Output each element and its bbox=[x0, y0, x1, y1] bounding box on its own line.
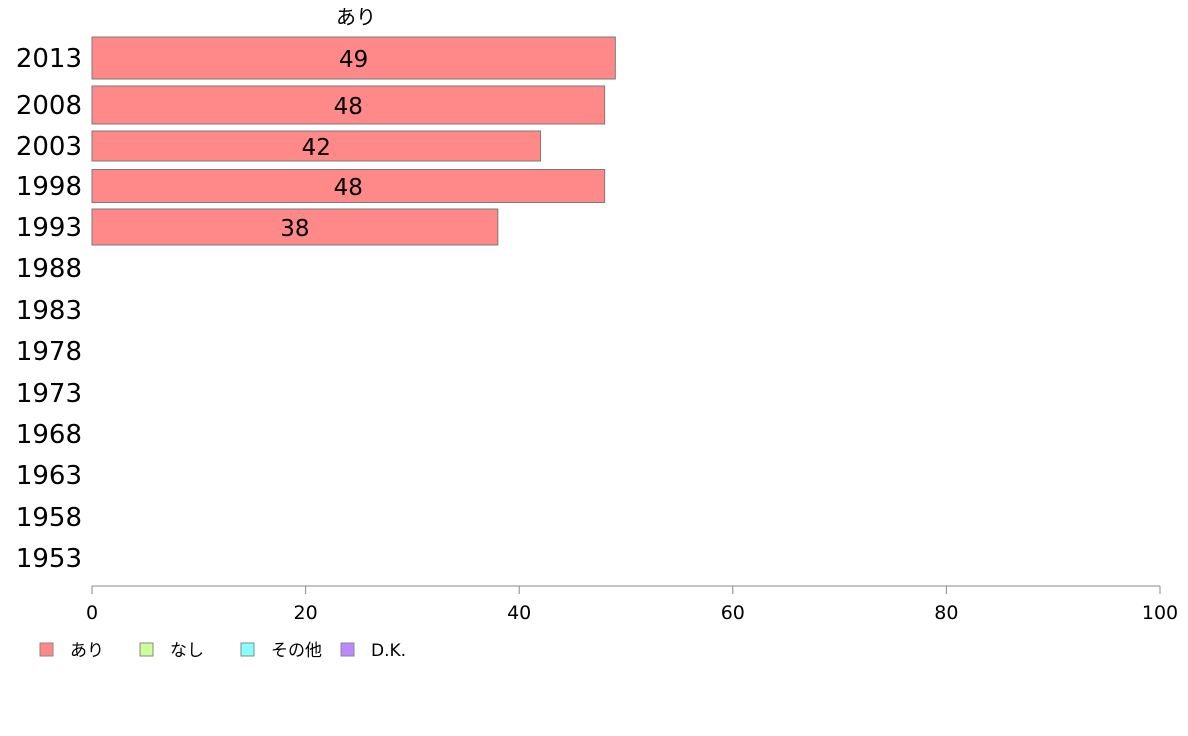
legend-swatch-3 bbox=[340, 642, 355, 657]
bar-1993 bbox=[91, 208, 499, 246]
legend-label-1: なし bbox=[170, 641, 204, 661]
bar-2013 bbox=[91, 36, 616, 80]
x-tick-label-80: 80 bbox=[934, 602, 958, 624]
year-label-1993: 1993 bbox=[16, 213, 82, 243]
x-tick-label-0: 0 bbox=[86, 602, 98, 624]
year-label-1983: 1983 bbox=[16, 296, 82, 326]
year-label-1968: 1968 bbox=[16, 420, 82, 450]
legend-swatch-2 bbox=[240, 642, 255, 657]
bar-value-2003: 42 bbox=[302, 135, 331, 161]
year-label-1953: 1953 bbox=[16, 544, 82, 574]
x-tick-label-100: 100 bbox=[1142, 602, 1178, 624]
x-tick-label-60: 60 bbox=[721, 602, 745, 624]
legend-label-0: あり bbox=[70, 641, 104, 661]
year-label-1963: 1963 bbox=[16, 461, 82, 491]
x-axis: 0 20 40 60 80 100 bbox=[86, 585, 1178, 624]
bar-2008 bbox=[91, 85, 606, 125]
year-label-2013: 2013 bbox=[16, 44, 82, 74]
year-label-2008: 2008 bbox=[16, 91, 82, 121]
column-header: あり bbox=[336, 5, 376, 29]
legend: あり なし その他 D.K. bbox=[39, 641, 406, 661]
legend-label-3: D.K. bbox=[371, 641, 406, 661]
year-labels: 2013 2008 2003 1998 1993 1988 1983 1978 1973 1968… bbox=[16, 44, 82, 574]
year-label-1978: 1978 bbox=[16, 337, 82, 367]
legend-label-2: その他 bbox=[271, 641, 322, 661]
year-label-1988: 1988 bbox=[16, 254, 82, 284]
legend-swatch-1 bbox=[139, 642, 154, 657]
bar-value-1993: 38 bbox=[280, 216, 309, 242]
bar-1998 bbox=[91, 169, 606, 203]
bar-2003 bbox=[91, 130, 542, 162]
bar-value-2013: 49 bbox=[339, 47, 368, 73]
x-tick-label-20: 20 bbox=[294, 602, 318, 624]
bar-value-1998: 48 bbox=[334, 175, 363, 201]
x-tick-label-40: 40 bbox=[507, 602, 531, 624]
year-label-2003: 2003 bbox=[16, 132, 82, 162]
legend-swatch-0 bbox=[39, 642, 54, 657]
year-label-1973: 1973 bbox=[16, 379, 82, 409]
year-label-1958: 1958 bbox=[16, 503, 82, 533]
year-label-1998: 1998 bbox=[16, 172, 82, 202]
bar-value-2008: 48 bbox=[334, 94, 363, 120]
